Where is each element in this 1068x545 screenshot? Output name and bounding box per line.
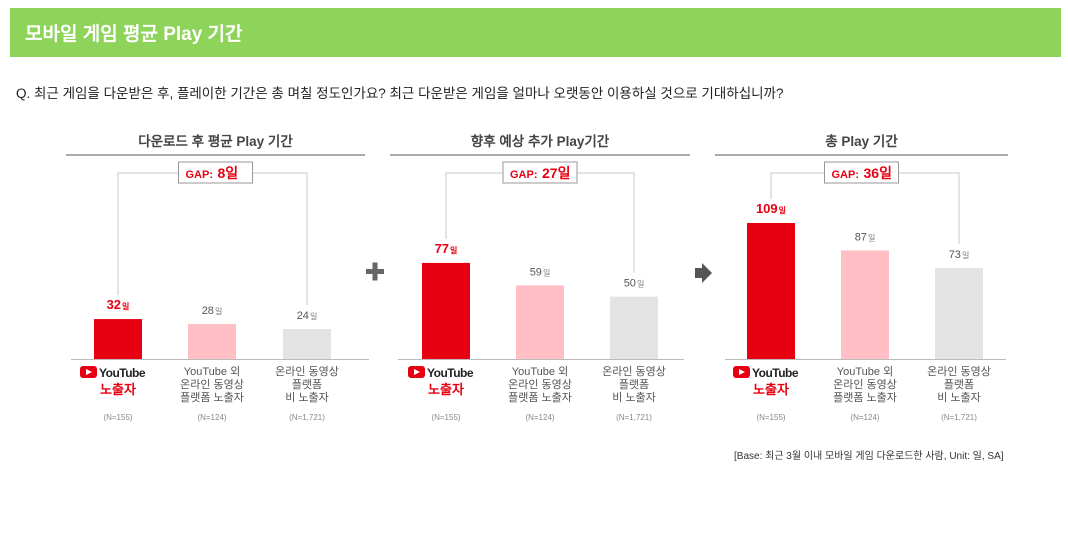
category-label: YouTube 외 <box>512 365 568 378</box>
play-icon <box>739 369 745 375</box>
data-label: 59일 <box>530 266 551 278</box>
data-label: 24일 <box>297 310 318 322</box>
category-label: 비 노출자 <box>612 391 656 404</box>
data-label: 77일 <box>435 241 458 256</box>
category-label: 노출자 <box>753 382 789 397</box>
sample-size: (N=1,721) <box>941 413 977 422</box>
survey-question: Q. 최근 게임을 다운받은 후, 플레이한 기간은 총 며칠 정도인가요? 최… <box>16 86 784 101</box>
data-label: 32일 <box>107 297 130 312</box>
category-label: 플랫폼 <box>619 378 649 391</box>
sample-size: (N=155) <box>431 413 460 422</box>
gap-label: GAP: <box>186 169 214 181</box>
sample-size: (N=155) <box>103 413 132 422</box>
category-label: 온라인 동영상 <box>602 365 666 378</box>
bar <box>747 223 795 359</box>
youtube-wordmark: YouTube <box>752 366 799 380</box>
category-label: 온라인 동영상 <box>927 365 991 378</box>
category-label: 플랫폼 <box>292 378 322 391</box>
data-label: 50일 <box>624 278 645 290</box>
category-label: 온라인 동영상 <box>833 378 897 391</box>
bar <box>841 250 889 359</box>
arrow-right-icon <box>695 263 712 283</box>
gap-value: 27일 <box>542 165 570 181</box>
category-label: 플랫폼 <box>944 378 974 391</box>
category-label: 온라인 동영상 <box>508 378 572 391</box>
sample-size: (N=124) <box>525 413 554 422</box>
bar <box>422 262 470 359</box>
category-label: 플랫폼 노출자 <box>180 391 244 404</box>
chart-title: 총 Play 기간 <box>825 133 898 149</box>
category-label: 온라인 동영상 <box>275 365 339 378</box>
category-label: 비 노출자 <box>937 391 981 404</box>
category-label: 플랫폼 노출자 <box>508 391 572 404</box>
chart-title: 향후 예상 추가 Play기간 <box>471 133 610 149</box>
play-icon <box>414 369 420 375</box>
gap-box <box>178 161 253 184</box>
sample-size: (N=1,721) <box>616 413 652 422</box>
category-label: 비 노출자 <box>285 391 329 404</box>
header-bar: 모바일 게임 평균 Play 기간 <box>10 8 1061 57</box>
sample-size: (N=124) <box>197 413 226 422</box>
base-note: [Base: 최근 3월 이내 모바일 게임 다운로드한 사람, Unit: 일… <box>734 451 1004 462</box>
data-label: 73일 <box>949 249 970 261</box>
bar <box>283 329 331 359</box>
gap-label: GAP: <box>510 169 538 181</box>
category-label: 노출자 <box>100 382 136 397</box>
youtube-wordmark: YouTube <box>99 366 146 380</box>
data-label: 28일 <box>202 305 223 317</box>
gap-label: GAP: <box>832 169 860 181</box>
sample-size: (N=124) <box>850 413 879 422</box>
data-label: 87일 <box>855 231 876 243</box>
category-label: 플랫폼 노출자 <box>833 391 897 404</box>
gap-box <box>824 161 899 184</box>
bar <box>516 285 564 359</box>
bar <box>188 324 236 359</box>
sample-size: (N=1,721) <box>289 413 325 422</box>
plus-icon-vertical <box>372 262 378 281</box>
category-label: 노출자 <box>428 382 464 397</box>
play-icon <box>86 369 92 375</box>
gap-value: 8일 <box>218 165 239 181</box>
youtube-wordmark: YouTube <box>427 366 474 380</box>
bar <box>94 319 142 359</box>
gap-bracket <box>117 172 308 306</box>
bar <box>610 296 658 359</box>
chart-title: 다운로드 후 평균 Play 기간 <box>138 133 293 149</box>
data-label: 109일 <box>756 201 786 216</box>
gap-value: 36일 <box>864 165 892 181</box>
gap-bracket <box>445 172 635 273</box>
gap-box <box>502 161 578 184</box>
category-label: YouTube 외 <box>184 365 240 378</box>
page-title: 모바일 게임 평균 Play 기간 <box>25 24 243 45</box>
category-label: YouTube 외 <box>837 365 893 378</box>
category-label: 온라인 동영상 <box>180 378 244 391</box>
sample-size: (N=155) <box>756 413 785 422</box>
bar <box>935 267 983 359</box>
